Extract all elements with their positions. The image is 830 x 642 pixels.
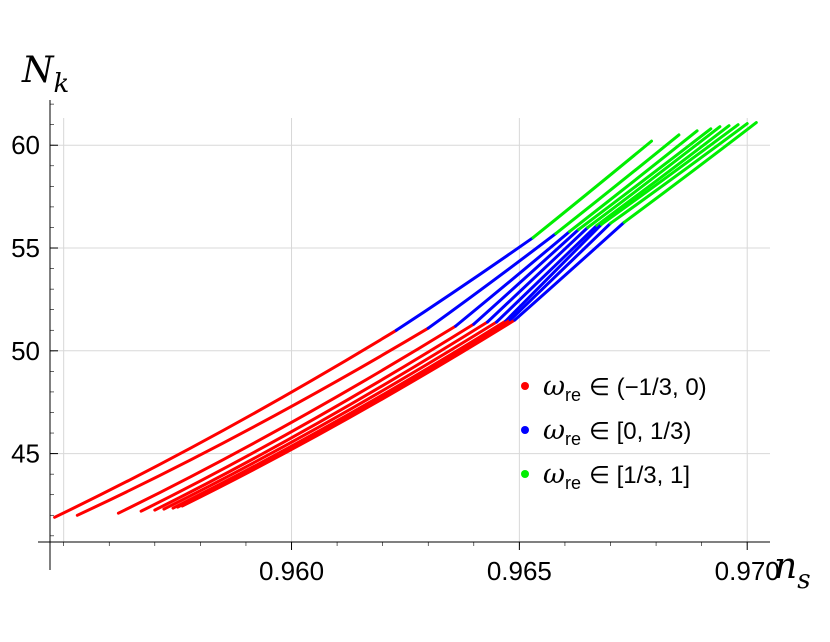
x-axis-title-main: n: [774, 546, 797, 587]
y-tick-label: 55: [11, 233, 40, 263]
curve-segment-blue: [508, 221, 612, 322]
y-axis-title-subscript: k: [54, 69, 70, 99]
x-tick-label: 0.960: [259, 556, 324, 586]
curve-segment-green: [554, 133, 681, 236]
curve-segment-blue: [426, 232, 558, 330]
curve: [139, 127, 713, 513]
curve-segment-red: [139, 322, 476, 513]
curve: [153, 125, 722, 512]
legend-marker-blue: [521, 426, 529, 434]
curve-segment-red: [53, 328, 398, 519]
legend-item-blue: ωre ∈ [0, 1/3): [521, 415, 691, 449]
curve-segment-green: [609, 122, 749, 225]
legend-item-green: ωre ∈ [1/3, 1]: [521, 459, 690, 493]
curve: [53, 139, 653, 519]
curve-segment-green: [568, 129, 699, 234]
y-tick-label: 60: [11, 130, 40, 160]
curve-segment-blue: [394, 236, 535, 332]
grid-lines: [50, 118, 770, 542]
legend-marker-green: [521, 470, 529, 478]
curve-segment-red: [75, 326, 430, 517]
y-tick-label: 45: [11, 439, 40, 469]
curve-segment-blue: [472, 228, 581, 326]
curve-segment-red: [162, 320, 499, 511]
curve-segment-blue: [495, 223, 599, 324]
curve-segment-green: [586, 125, 722, 229]
curve-segment-blue: [513, 220, 626, 322]
curve-segment-blue: [486, 226, 590, 324]
legend-label-red: ωre ∈ (−1/3, 0): [543, 371, 707, 405]
legend-label-green: ωre ∈ [1/3, 1]: [543, 459, 690, 493]
legend-marker-red: [521, 382, 529, 390]
legend-label-blue: ωre ∈ [0, 1/3): [543, 415, 691, 449]
x-tick-label: 0.965: [487, 556, 552, 586]
x-axis-title: ns: [774, 546, 811, 595]
y-axis-title-main: N: [21, 50, 55, 91]
curve-segment-red: [116, 324, 458, 515]
curve-segment-red: [180, 318, 517, 508]
curve-segment-green: [622, 121, 758, 224]
curve: [162, 124, 731, 511]
legend-item-red: ωre ∈ (−1/3, 0): [521, 371, 707, 405]
curve: [180, 121, 758, 508]
curve-segment-green: [599, 123, 740, 226]
axis-ticks: [50, 103, 748, 550]
legend: ωre ∈ (−1/3, 0) ωre ∈ [0, 1/3) ωre ∈ [1/3, …: [521, 371, 707, 493]
y-tick-label: 50: [11, 336, 40, 366]
x-axis-title-subscript: s: [797, 565, 810, 595]
curve-segment-red: [153, 320, 489, 512]
curve-segment-blue: [504, 222, 603, 323]
curve-segment-green: [577, 127, 713, 231]
curve: [75, 133, 681, 517]
curve-segment-green: [531, 139, 653, 240]
curve: [116, 129, 699, 515]
curve-segment-blue: [454, 230, 571, 328]
data-curves: [53, 121, 758, 519]
y-axis-title: Nk: [21, 50, 69, 99]
x-tick-label: 0.970: [715, 556, 780, 586]
curve-segment-green: [595, 124, 731, 227]
